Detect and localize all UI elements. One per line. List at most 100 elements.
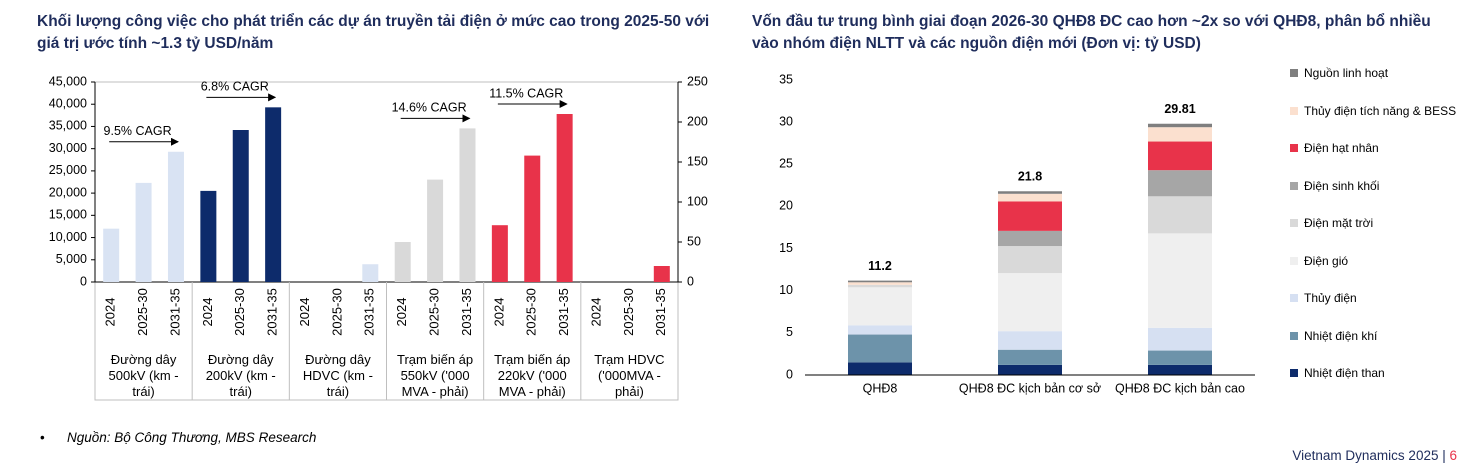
y-tick-label: 5 bbox=[786, 325, 793, 339]
legend-item: Nhiệt điện khí bbox=[1290, 329, 1460, 343]
y2-tick-label: 250 bbox=[687, 74, 708, 88]
bar-segment bbox=[1148, 123, 1212, 128]
source-note: Nguồn: Bộ Công Thương, MBS Research bbox=[67, 430, 317, 445]
cagr-label: 11.5% CAGR bbox=[489, 86, 563, 100]
bar bbox=[427, 179, 444, 282]
legend-swatch bbox=[1290, 369, 1298, 377]
bar-segment bbox=[848, 280, 912, 283]
y-tick-label: 0 bbox=[80, 274, 87, 288]
x-tick-label: 2025-30 bbox=[232, 288, 247, 336]
y2-tick-label: 100 bbox=[687, 194, 708, 208]
page-footer: Vietnam Dynamics 2025 | 6 bbox=[1292, 448, 1457, 463]
y-tick-label: 20 bbox=[779, 199, 793, 213]
legend-swatch bbox=[1290, 331, 1298, 340]
x-tick-label: 2024 bbox=[491, 298, 506, 327]
x-tick-label: 2024 bbox=[297, 298, 312, 327]
bar-segment bbox=[998, 230, 1062, 247]
legend-item: Điện sinh khối bbox=[1290, 179, 1460, 193]
bar bbox=[491, 225, 508, 282]
bar-segment bbox=[998, 246, 1062, 274]
y2-tick-label: 0 bbox=[687, 274, 694, 288]
legend-label: Điện gió bbox=[1304, 253, 1349, 268]
right-title: Vốn đầu tư trung bình giai đoạn 2026-30 … bbox=[752, 13, 1431, 52]
legend-item: Điện gió bbox=[1290, 254, 1460, 268]
y-tick-label: 20,000 bbox=[49, 185, 87, 199]
x-tick-label: 2025-30 bbox=[427, 288, 442, 336]
page-number: 6 bbox=[1449, 448, 1457, 463]
bar-segment bbox=[1148, 364, 1212, 375]
x-tick-label: QHĐ8 ĐC kịch bản cao bbox=[1115, 381, 1245, 395]
bar bbox=[167, 151, 184, 282]
group-label: Trạm biến áp 550kV ('000 MVA - phải) bbox=[397, 352, 474, 399]
bar-segment bbox=[848, 362, 912, 375]
x-tick-label: 2025-30 bbox=[621, 288, 636, 336]
legend-label: Nguồn linh hoạt bbox=[1304, 66, 1389, 80]
y-tick-label: 15 bbox=[779, 241, 793, 255]
legend-label: Nhiệt điện than bbox=[1304, 366, 1385, 380]
x-tick-label: 2031-35 bbox=[265, 288, 280, 336]
x-tick-label: 2024 bbox=[200, 298, 215, 327]
legend-item: Nguồn linh hoạt bbox=[1290, 66, 1460, 80]
y-tick-label: 10,000 bbox=[49, 230, 87, 244]
legend-swatch bbox=[1290, 181, 1298, 190]
y-tick-label: 25 bbox=[779, 157, 793, 171]
x-tick-label: 2031-35 bbox=[362, 288, 377, 336]
bar-segment bbox=[1148, 196, 1212, 234]
bar bbox=[524, 155, 541, 282]
bar-segment bbox=[998, 191, 1062, 194]
bar-segment bbox=[1148, 327, 1212, 351]
bar-segment bbox=[848, 287, 912, 326]
legend-label: Thủy điện bbox=[1304, 291, 1357, 305]
legend-label: Điện hạt nhân bbox=[1304, 141, 1379, 155]
bar-segment bbox=[998, 201, 1062, 231]
bar-segment bbox=[848, 284, 912, 288]
cagr-label: 9.5% CAGR bbox=[104, 124, 172, 138]
cagr-label: 6.8% CAGR bbox=[201, 80, 269, 94]
legend-item: Nhiệt điện than bbox=[1290, 366, 1460, 380]
total-label: 11.2 bbox=[868, 259, 892, 273]
bar bbox=[362, 264, 379, 282]
legend-swatch bbox=[1290, 294, 1298, 302]
bar-segment bbox=[1148, 127, 1212, 142]
x-tick-label: 2031-35 bbox=[653, 288, 668, 336]
bar bbox=[135, 182, 152, 282]
x-tick-label: 2031-35 bbox=[459, 288, 474, 336]
legend-label: Điện mặt trời bbox=[1304, 216, 1374, 230]
bar-segment bbox=[1148, 233, 1212, 328]
y-tick-label: 45,000 bbox=[49, 74, 87, 88]
group-label: Trạm biến áp 220kV ('000 MVA - phải) bbox=[494, 352, 571, 399]
group-label: Đường dây HDVC (km - trái) bbox=[302, 352, 373, 399]
group-label: Đường dây 500kV (km - trái) bbox=[108, 352, 179, 399]
legend-item: Thủy điện tích năng & BESS bbox=[1290, 104, 1460, 118]
y-tick-label: 40,000 bbox=[49, 97, 87, 111]
y-tick-label: 15,000 bbox=[49, 208, 87, 222]
bar-segment bbox=[998, 349, 1062, 365]
group-label: Đường dây 200kV (km - trái) bbox=[205, 352, 276, 399]
legend-label: Nhiệt điện khí bbox=[1304, 328, 1378, 343]
bar bbox=[394, 242, 411, 282]
y2-tick-label: 150 bbox=[687, 154, 708, 168]
x-tick-label: 2031-35 bbox=[556, 288, 571, 336]
bar-segment bbox=[998, 331, 1062, 350]
y2-tick-label: 200 bbox=[687, 114, 708, 128]
y-tick-label: 5,000 bbox=[56, 252, 87, 266]
y-tick-label: 10 bbox=[779, 283, 793, 297]
y-tick-label: 30,000 bbox=[49, 141, 87, 155]
bar-segment bbox=[848, 334, 912, 363]
bar-segment bbox=[998, 193, 1062, 202]
bar bbox=[200, 190, 217, 282]
x-tick-label: QHĐ8 ĐC kịch bản cơ sở bbox=[959, 381, 1101, 395]
x-tick-label: 2024 bbox=[588, 298, 603, 327]
legend-label: Thủy điện tích năng & BESS bbox=[1304, 103, 1457, 118]
bar-segment bbox=[1148, 350, 1212, 365]
legend-swatch bbox=[1290, 219, 1298, 227]
x-tick-label: 2025-30 bbox=[524, 288, 539, 336]
bar bbox=[232, 130, 249, 282]
legend-swatch bbox=[1290, 256, 1298, 265]
legend-swatch bbox=[1290, 106, 1298, 115]
bar bbox=[265, 107, 282, 282]
y2-tick-label: 50 bbox=[687, 234, 701, 248]
bar-segment bbox=[1148, 141, 1212, 171]
